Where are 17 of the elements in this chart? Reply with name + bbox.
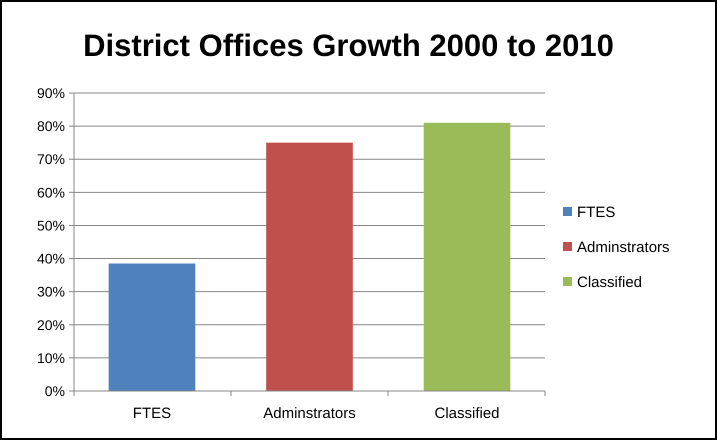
y-tick-label: 0% — [44, 383, 65, 399]
x-tick-label: Adminstrators — [263, 405, 356, 422]
y-tick-label: 90% — [36, 85, 65, 101]
legend-label: Classified — [577, 274, 642, 291]
y-tick-label: 40% — [36, 250, 65, 267]
y-tick-label: 80% — [36, 118, 65, 134]
y-tick-label: 10% — [36, 350, 65, 366]
x-tick-label: Classified — [434, 405, 500, 422]
y-tick-label: 70% — [36, 151, 65, 168]
chart-title: District Offices Growth 2000 to 2010 — [83, 28, 614, 63]
legend-label: FTES — [577, 204, 616, 221]
y-tick-label: 60% — [36, 184, 65, 200]
y-tick-label: 30% — [36, 284, 65, 300]
y-tick-label: 50% — [36, 217, 65, 234]
legend-label: Adminstrators — [577, 239, 670, 256]
x-tick-label: FTES — [132, 405, 172, 422]
y-tick-label: 20% — [36, 316, 65, 333]
